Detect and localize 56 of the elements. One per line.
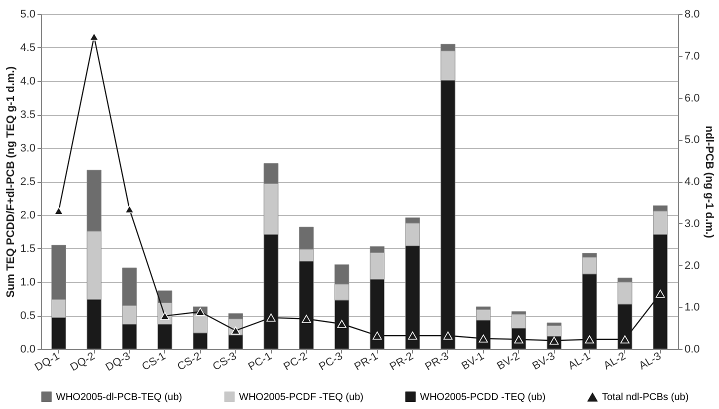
point bbox=[337, 320, 346, 328]
x-tick-label: AL-1 bbox=[566, 350, 593, 372]
legend-label: WHO2005-PCDF -TEQ (ub) bbox=[239, 392, 364, 403]
point bbox=[124, 205, 134, 214]
point bbox=[302, 314, 311, 323]
y2-tick-label: 8.0 bbox=[684, 8, 700, 20]
x-tick-label: PR-2 bbox=[388, 350, 416, 374]
y-tick-label: 3.0 bbox=[20, 142, 36, 154]
y-axis-title: Sum TEQ PCDD/F+dl-PCB (ng TEQ g-1 d.m.) bbox=[5, 66, 18, 298]
x-tick-label: PC-3 bbox=[317, 350, 345, 374]
y2-tick-label: 7.0 bbox=[684, 50, 700, 62]
legend-label: Total ndl-PCBs (ub) bbox=[602, 392, 689, 404]
y-tick-label: 0.0 bbox=[20, 344, 36, 356]
x-tick-label: PC-1 bbox=[246, 350, 274, 374]
x-tick-label: PR-1 bbox=[352, 350, 380, 374]
point bbox=[90, 32, 99, 41]
point bbox=[408, 332, 418, 340]
point bbox=[620, 335, 630, 344]
y-tick-label: 4.0 bbox=[20, 76, 36, 88]
point bbox=[584, 335, 594, 344]
y-tick-label: 2.5 bbox=[20, 176, 36, 188]
x-tick-label: AL-3 bbox=[637, 350, 664, 372]
y-tick-label: 1.0 bbox=[20, 276, 36, 288]
point bbox=[656, 290, 665, 298]
y-tick-label: 2.0 bbox=[20, 210, 36, 222]
y2-axis-title: ndl-PCB (ng g-1 d.m.) bbox=[702, 126, 715, 239]
y2-tick-label: 0.0 bbox=[684, 344, 700, 356]
point bbox=[372, 332, 382, 340]
x-tick-label: BV-1 bbox=[460, 350, 486, 373]
y-tick-label: 1.5 bbox=[20, 243, 36, 255]
y-tick-label: 4.5 bbox=[20, 42, 36, 54]
y2-tick-label: 6.0 bbox=[684, 92, 700, 104]
y-tick-label: 0.5 bbox=[20, 310, 36, 322]
point bbox=[443, 332, 453, 340]
point bbox=[54, 206, 64, 215]
x-tick-label: BV-3 bbox=[530, 350, 558, 373]
legend-label: WHO2005-dl-PCB-TEQ (ub) bbox=[56, 392, 182, 403]
y-tick-label: 5.0 bbox=[20, 8, 36, 20]
y2-tick-label: 4.0 bbox=[684, 176, 700, 188]
x-tick-label: CS-3 bbox=[210, 350, 239, 374]
point bbox=[196, 308, 205, 316]
x-tick-label: CS-1 bbox=[140, 350, 168, 374]
x-tick-label: PC-2 bbox=[282, 350, 310, 374]
legend-label: WHO2005-PCDD -TEQ (ub) bbox=[420, 392, 546, 403]
point bbox=[266, 314, 276, 322]
y2-tick-label: 1.0 bbox=[684, 302, 700, 314]
y2-tick-label: 5.0 bbox=[684, 134, 700, 146]
y2-tick-label: 2.0 bbox=[684, 260, 700, 272]
x-tick-label: PR-3 bbox=[423, 350, 451, 374]
x-tick-label: DQ-2 bbox=[68, 350, 98, 374]
x-tick-label: AL-2 bbox=[602, 350, 628, 372]
x-tick-label: BV-2 bbox=[495, 350, 522, 373]
y-tick-label: 3.5 bbox=[20, 109, 36, 121]
x-tick-label: CS-2 bbox=[176, 350, 204, 374]
y2-tick-label: 3.0 bbox=[684, 218, 700, 230]
x-tick-label: DQ-3 bbox=[104, 350, 132, 374]
